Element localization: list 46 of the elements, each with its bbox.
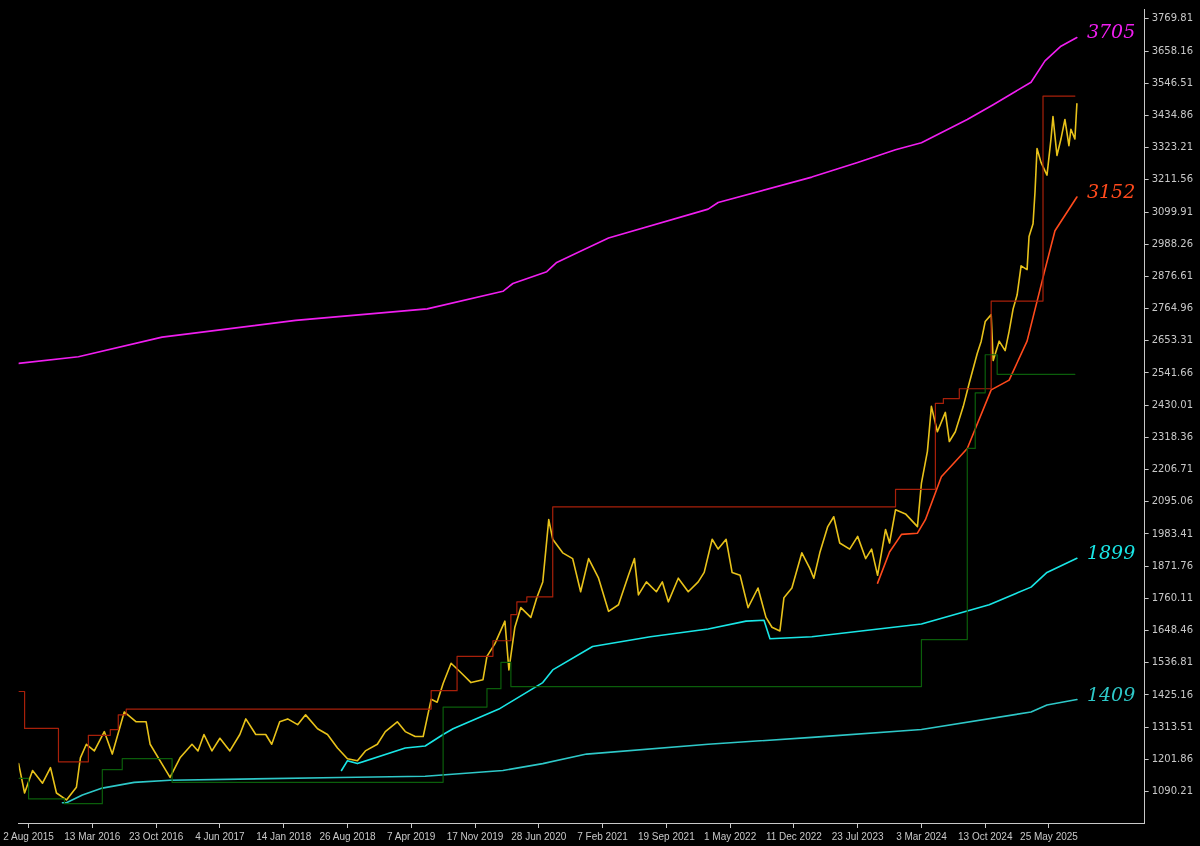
y-tick-label: 3658.16 — [1151, 44, 1194, 56]
x-tick-label: 26 Aug 2018 — [319, 830, 376, 842]
series-label: 1409 — [1086, 682, 1136, 705]
x-tick-label: 1 May 2022 — [703, 830, 757, 842]
y-tick-label: 1201.86 — [1151, 752, 1194, 764]
y-tick-label: 2430.01 — [1151, 398, 1194, 410]
y-tick-label: 1983.41 — [1151, 527, 1194, 539]
y-tick-label: 1090.21 — [1151, 785, 1194, 797]
x-tick-label: 11 Dec 2022 — [765, 830, 823, 842]
x-tick-label: 19 Sep 2021 — [637, 830, 696, 842]
x-tick-label: 2 Aug 2015 — [3, 830, 55, 842]
y-tick-label: 2318.36 — [1151, 430, 1194, 442]
y-tick-label: 1648.46 — [1151, 624, 1194, 636]
x-tick-label: 7 Apr 2019 — [387, 830, 436, 842]
x-tick-label: 23 Jul 2023 — [831, 830, 884, 842]
series-label: 3705 — [1086, 20, 1136, 43]
x-tick-label: 13 Oct 2024 — [957, 830, 1013, 842]
y-tick-label: 1313.51 — [1151, 720, 1194, 732]
y-tick-label: 1425.16 — [1151, 688, 1194, 700]
y-tick-label: 3323.21 — [1151, 141, 1194, 153]
y-tick-label: 2876.61 — [1151, 270, 1194, 281]
y-tick-label: 3099.91 — [1151, 205, 1194, 217]
y-tick-label: 1760.11 — [1151, 591, 1194, 603]
y-tick-label: 3546.51 — [1151, 76, 1194, 88]
x-tick-label: 28 Jun 2020 — [511, 830, 567, 842]
y-tick-label: 2988.26 — [1151, 237, 1194, 249]
y-tick-label: 2653.31 — [1151, 334, 1194, 346]
y-tick-label: 2206.71 — [1151, 463, 1194, 475]
series-label: 3152 — [1086, 179, 1136, 202]
x-tick-label: 13 Mar 2016 — [64, 830, 121, 842]
x-tick-label: 17 Nov 2019 — [446, 830, 504, 842]
y-tick-label: 3769.81 — [1151, 12, 1194, 24]
y-tick-label: 2095.06 — [1151, 495, 1194, 507]
y-tick-label: 2541.66 — [1151, 366, 1194, 378]
y-tick-label: 1871.76 — [1151, 559, 1194, 571]
y-tick-label: 1536.81 — [1151, 656, 1194, 668]
x-tick-label: 14 Jan 2018 — [256, 830, 312, 842]
series-label: 1899 — [1086, 541, 1136, 564]
y-tick-label: 3434.86 — [1151, 109, 1194, 121]
x-tick-label: 3 Mar 2024 — [896, 830, 948, 842]
y-tick-label: 2764.96 — [1151, 302, 1194, 314]
x-tick-label: 23 Oct 2016 — [128, 830, 184, 842]
x-tick-label: 7 Feb 2021 — [577, 830, 629, 842]
y-tick-label: 3211.56 — [1151, 173, 1194, 185]
x-tick-label: 4 Jun 2017 — [195, 830, 246, 842]
x-tick-label: 25 May 2025 — [1020, 830, 1079, 842]
